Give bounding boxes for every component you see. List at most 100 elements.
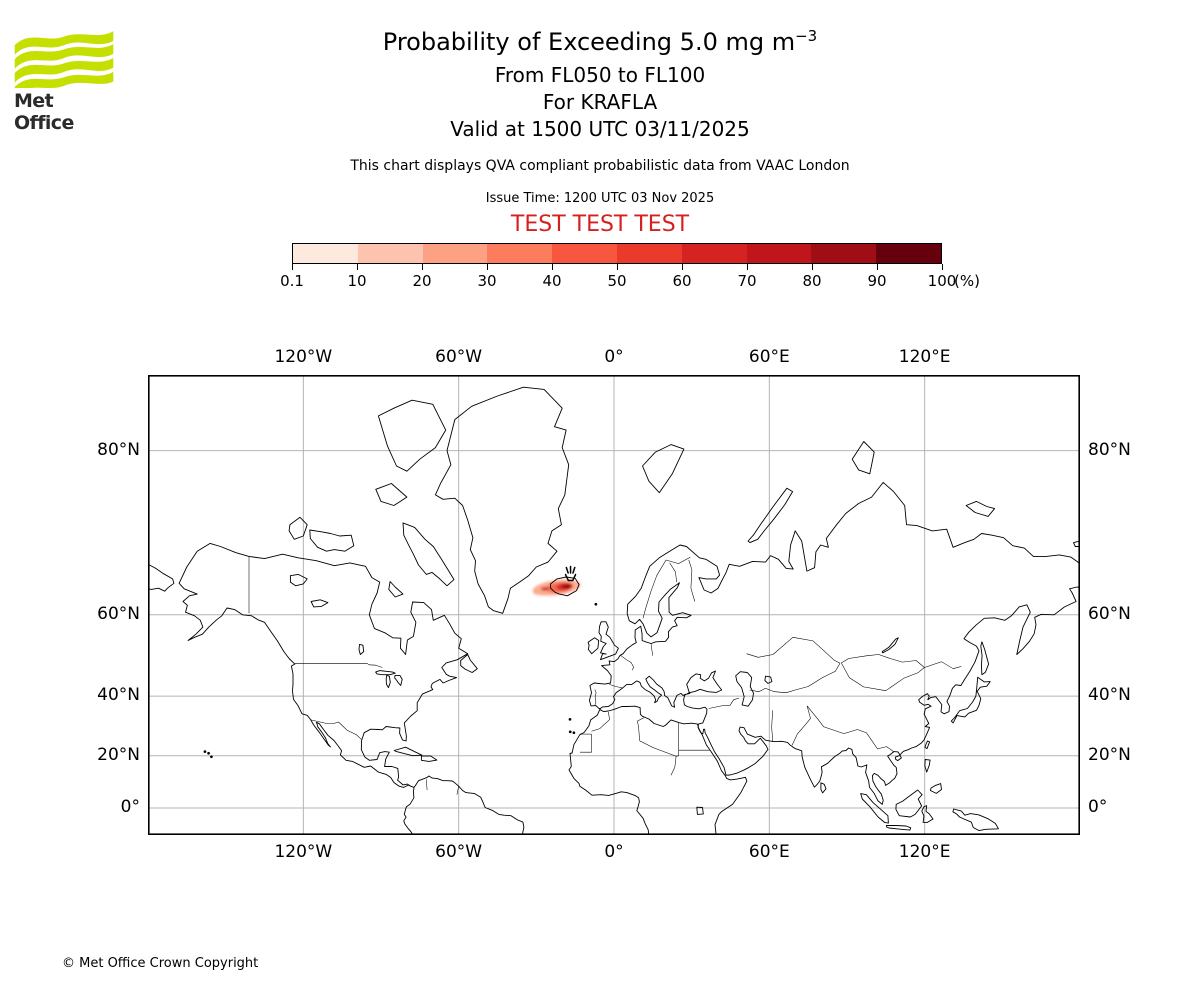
coastline-new-siberian-islands xyxy=(965,500,996,517)
colorbar-tick xyxy=(811,264,813,270)
coastline-great-bear-lake xyxy=(289,573,308,587)
border-venezuela-guyana xyxy=(456,786,459,795)
qva-description: This chart displays QVA compliant probab… xyxy=(350,158,850,174)
colorbar-tick xyxy=(551,264,553,270)
border-algeria-libya xyxy=(637,717,644,741)
coastline-japan xyxy=(950,676,991,724)
latitude-label-left: 20°N xyxy=(97,744,140,765)
border-sudan-chad xyxy=(670,756,677,776)
latitude-label-right: 60°N xyxy=(1088,603,1131,624)
latitude-label-left: 80°N xyxy=(97,439,140,460)
border-india-pakistan xyxy=(791,705,811,746)
coastline-sakhalin xyxy=(980,641,990,676)
coastline-luzon xyxy=(924,759,931,773)
border-china-indochina xyxy=(866,732,894,752)
border-germany-poland xyxy=(650,643,654,656)
coastlines xyxy=(148,386,1080,835)
longitude-label-top: 0° xyxy=(604,347,624,367)
border-himalaya xyxy=(806,705,867,734)
colorbar-tick xyxy=(421,264,423,270)
colorbar-tick xyxy=(681,264,683,270)
colorbar-segment xyxy=(746,244,812,263)
coastline-lake-winnipeg xyxy=(358,643,365,655)
coastline-great-britain xyxy=(598,621,619,661)
coastline-borneo xyxy=(895,789,923,818)
border-colombia-venezuela xyxy=(426,779,428,791)
coastline-aral-sea xyxy=(764,675,773,684)
coastline-wrangel xyxy=(1073,540,1080,547)
border-france-spain xyxy=(609,684,623,689)
small-island-dot xyxy=(568,717,572,721)
colorbar-tick xyxy=(291,264,293,270)
colorbar-tick xyxy=(941,264,943,270)
coastline-chukotka-west-fragment xyxy=(148,563,175,592)
coastline-lake-superior xyxy=(375,670,396,676)
coastline-north-america xyxy=(178,542,469,788)
coastline-lake-huron xyxy=(394,674,403,686)
coastline-severnaya-zemlya xyxy=(851,441,875,475)
coastline-victoria-island xyxy=(309,529,355,552)
border-amur xyxy=(924,661,962,669)
ash-contour xyxy=(566,584,571,588)
ash-probability-plume xyxy=(532,579,581,596)
border-morocco-algeria xyxy=(591,711,610,732)
colorbar-tick-label: 0.1 xyxy=(280,272,304,290)
small-island-dot xyxy=(572,731,576,735)
colorbar-tick-label: 20 xyxy=(412,272,432,290)
colorbar-tick-label: 100 xyxy=(927,272,957,290)
longitude-label-top: 60°W xyxy=(435,347,483,367)
volcano-subtitle: For KRAFLA xyxy=(542,90,658,114)
coastline-iceland xyxy=(550,576,580,597)
small-island-dot xyxy=(210,755,213,759)
longitude-label-top: 120°W xyxy=(274,347,333,367)
colorbar-segment xyxy=(357,244,423,263)
latitude-label-left: 60°N xyxy=(97,603,140,624)
coastline-newfoundland xyxy=(460,654,478,673)
border-kazakhstan-south xyxy=(749,663,841,693)
coastline-south-america-east xyxy=(413,775,525,835)
border-portugal-spain xyxy=(594,689,597,706)
colorbar-tick xyxy=(616,264,618,270)
latitude-label-left: 0° xyxy=(120,797,140,817)
coastline-lake-baikal xyxy=(881,637,899,654)
colorbar-tick-label: 50 xyxy=(607,272,627,290)
coastline-devon-island xyxy=(375,483,408,506)
coastline-lake-victoria xyxy=(696,806,704,815)
border-russia-kazakhstan xyxy=(746,637,841,664)
coastline-hispaniola xyxy=(420,755,438,762)
valid-time-subtitle: Valid at 1500 UTC 03/11/2025 xyxy=(450,117,750,141)
colorbar-unit-label: (%) xyxy=(954,272,980,290)
flight-level-subtitle: From FL050 to FL100 xyxy=(494,63,706,87)
colorbar-tick-label: 90 xyxy=(867,272,887,290)
country-borders xyxy=(248,556,962,795)
coastline-south-america-west xyxy=(403,787,415,835)
latitude-label-right: 80°N xyxy=(1088,439,1131,460)
colorbar-tick xyxy=(486,264,488,270)
met-office-logo: Met Office xyxy=(14,28,114,134)
small-island-dot xyxy=(568,730,572,734)
coastline-eurasia xyxy=(588,481,1080,805)
coastline-banks-island xyxy=(288,516,308,540)
coastline-greenland xyxy=(434,386,570,614)
colorbar-tick-label: 80 xyxy=(802,272,822,290)
coastline-cuba xyxy=(393,746,423,757)
volcano-eruption-glyph xyxy=(565,566,569,574)
latitude-label-right: 0° xyxy=(1088,797,1108,817)
volcano-eruption-glyph xyxy=(564,573,577,582)
issue-time: Issue Time: 1200 UTC 03 Nov 2025 xyxy=(485,191,715,206)
coastline-sri-lanka xyxy=(820,782,827,794)
colorbar-tick-label: 10 xyxy=(347,272,367,290)
border-mongolia xyxy=(841,654,925,691)
copyright-notice: © Met Office Crown Copyright xyxy=(62,956,259,971)
latitude-label-left: 40°N xyxy=(97,685,140,706)
coastline-sulawesi xyxy=(921,805,934,824)
latitude-label-right: 40°N xyxy=(1088,685,1131,706)
colorbar-segment xyxy=(552,244,617,263)
page-title: Probability of Exceeding 5.0 mg m−3 xyxy=(382,27,818,56)
coastline-ireland xyxy=(587,637,600,655)
test-banner: TEST TEST TEST xyxy=(510,212,690,237)
longitude-label-bottom: 60°E xyxy=(748,842,790,862)
coastline-great-slave-lake xyxy=(310,599,329,608)
coastline-mindanao xyxy=(929,783,942,794)
